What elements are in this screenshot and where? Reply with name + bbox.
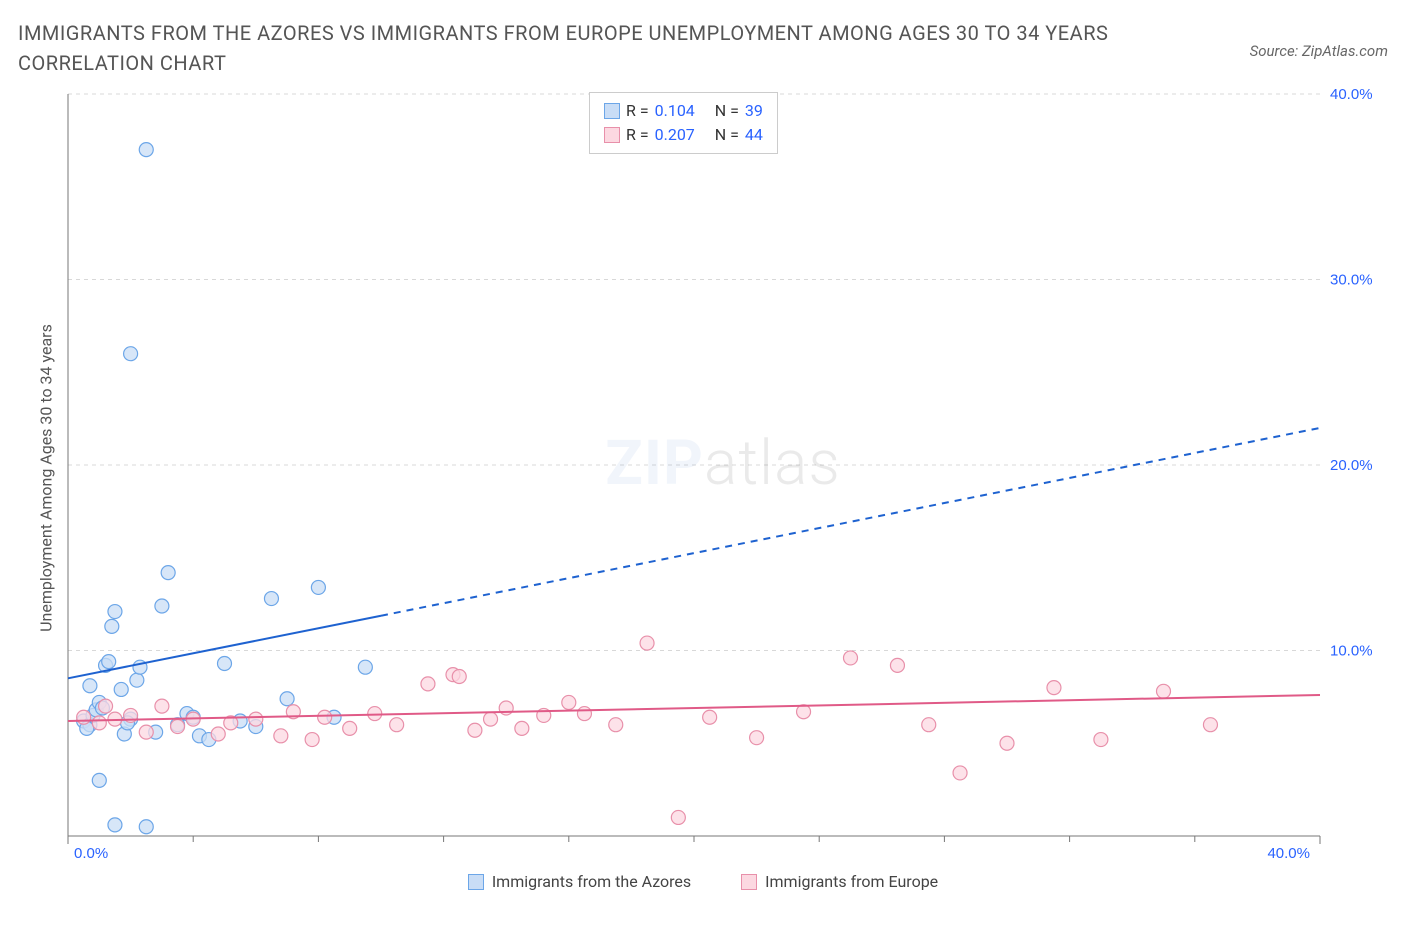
header-row: IMMIGRANTS FROM THE AZORES VS IMMIGRANTS… <box>18 18 1388 78</box>
svg-text:40.0%: 40.0% <box>1330 86 1373 103</box>
legend-swatch <box>468 874 484 890</box>
legend-item: Immigrants from Europe <box>741 872 938 891</box>
n-label: N = <box>715 123 739 147</box>
svg-text:20.0%: 20.0% <box>1330 457 1373 474</box>
stats-legend: R = 0.104 N = 39 R = 0.207 N = 44 <box>589 92 778 154</box>
legend-item: Immigrants from the Azores <box>468 872 691 891</box>
r-value: 0.207 <box>655 123 695 147</box>
series-legend: Immigrants from the Azores Immigrants fro… <box>18 872 1388 891</box>
svg-text:0.0%: 0.0% <box>74 845 108 862</box>
chart-area: Unemployment Among Ages 30 to 34 years 1… <box>58 86 1388 870</box>
r-label: R = <box>626 123 649 147</box>
legend-label: Immigrants from the Azores <box>492 872 691 891</box>
r-value: 0.104 <box>655 99 695 123</box>
stats-legend-row: R = 0.207 N = 44 <box>604 123 763 147</box>
legend-label: Immigrants from Europe <box>765 872 938 891</box>
n-value: 39 <box>745 99 763 123</box>
legend-swatch <box>604 103 620 119</box>
source-label: Source: ZipAtlas.com <box>1250 42 1388 60</box>
legend-swatch <box>741 874 757 890</box>
svg-text:10.0%: 10.0% <box>1330 643 1373 660</box>
chart-title: IMMIGRANTS FROM THE AZORES VS IMMIGRANTS… <box>18 18 1168 78</box>
n-label: N = <box>715 99 739 123</box>
legend-swatch <box>604 127 620 143</box>
r-label: R = <box>626 99 649 123</box>
n-value: 44 <box>745 123 763 147</box>
stats-legend-row: R = 0.104 N = 39 <box>604 99 763 123</box>
svg-text:40.0%: 40.0% <box>1267 845 1310 862</box>
scatter-chart: 10.0% 20.0% 30.0% 40.0% 0.0% 40.0% <box>58 86 1380 866</box>
svg-text:30.0%: 30.0% <box>1330 272 1373 289</box>
y-axis-label: Unemployment Among Ages 30 to 34 years <box>37 324 56 632</box>
